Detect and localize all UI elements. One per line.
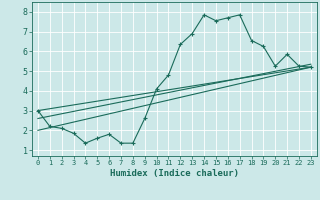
X-axis label: Humidex (Indice chaleur): Humidex (Indice chaleur) (110, 169, 239, 178)
